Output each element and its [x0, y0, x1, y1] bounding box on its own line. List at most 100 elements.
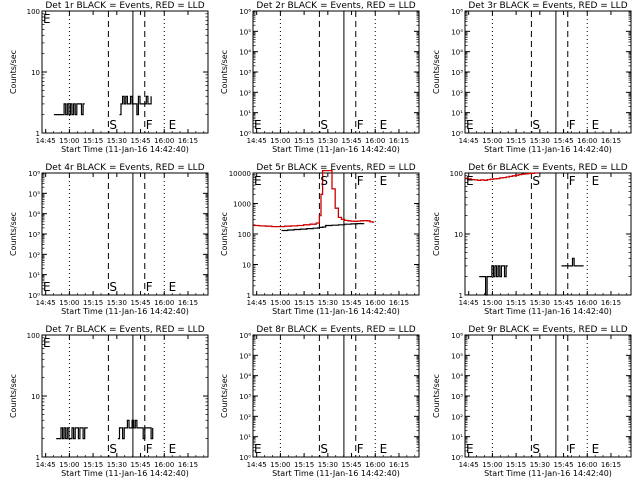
y-tick-label: 10⁴ [239, 49, 251, 57]
y-tick-label: 1000 [233, 201, 251, 209]
event-marker-e: E [592, 174, 600, 188]
x-tick-label: 16:15 [389, 299, 409, 307]
event-marker-f: F [146, 442, 153, 456]
x-tick-label: 14:45 [247, 137, 267, 145]
x-tick-label: 16:00 [154, 461, 174, 469]
x-tick-label: 16:00 [577, 299, 597, 307]
event-marker-s: S [109, 118, 117, 132]
y-axis-label: Counts/sec [432, 50, 441, 94]
event-marker-e: E [43, 336, 51, 350]
x-tick-label: 15:00 [482, 137, 502, 145]
panel-title: Det 5r BLACK = Events, RED = LLD [256, 163, 415, 173]
y-tick-label: 10⁵ [451, 28, 463, 36]
y-tick-label: 1 [36, 454, 40, 462]
x-tick-label: 15:30 [318, 137, 338, 145]
event-marker-e: E [169, 118, 177, 132]
x-tick-label: 14:45 [36, 299, 56, 307]
series-line-1 [56, 427, 88, 440]
series-line-1 [465, 172, 538, 181]
event-marker-f: F [357, 442, 364, 456]
y-tick-label: 10⁵ [451, 352, 463, 360]
x-tick-label: 16:00 [577, 461, 597, 469]
x-tick-label: 16:15 [389, 461, 409, 469]
event-marker-s: S [320, 174, 328, 188]
y-axis-label: Counts/sec [220, 374, 229, 418]
event-marker-e: E [254, 442, 262, 456]
x-tick-label: 16:00 [365, 299, 385, 307]
x-tick-label: 16:00 [154, 137, 174, 145]
panel-title: Det 6r BLACK = Events, RED = LLD [468, 163, 627, 173]
y-axis-label: Counts/sec [220, 50, 229, 94]
y-tick-label: 100 [450, 170, 463, 178]
y-tick-label: 10000 [229, 170, 251, 178]
y-tick-label: 10⁴ [451, 49, 463, 57]
event-marker-s: S [320, 118, 328, 132]
x-tick-label: 16:00 [577, 137, 597, 145]
y-tick-label: 10¹ [451, 110, 463, 118]
series-line-1 [281, 223, 365, 232]
x-tick-label: 15:45 [341, 299, 361, 307]
x-axis-label: Start Time (11-Jan-16 14:42:40) [61, 469, 189, 478]
series-line-2 [479, 265, 508, 296]
panel-title: Det 7r BLACK = Events, RED = LLD [45, 325, 204, 335]
y-tick-label: 10³ [239, 69, 251, 77]
y-tick-label: 10⁶ [451, 332, 463, 340]
x-tick-label: 16:15 [178, 461, 198, 469]
event-marker-f: F [569, 118, 576, 132]
plot-frame [464, 10, 632, 134]
x-tick-label: 15:30 [107, 137, 127, 145]
x-tick-label: 15:00 [270, 461, 290, 469]
x-tick-label: 15:15 [294, 461, 314, 469]
x-tick-label: 14:45 [247, 461, 267, 469]
x-tick-label: 15:30 [318, 461, 338, 469]
panel-title: Det 1r BLACK = Events, RED = LLD [45, 1, 204, 11]
event-marker-e: E [466, 442, 474, 456]
event-marker-e: E [169, 280, 177, 294]
y-tick-label: 10³ [28, 231, 40, 239]
x-tick-label: 15:15 [506, 137, 526, 145]
y-axis-label: Counts/sec [220, 212, 229, 256]
event-marker-e: E [380, 174, 388, 188]
x-tick-label: 14:45 [459, 461, 479, 469]
event-marker-f: F [357, 118, 364, 132]
y-tick-label: 10 [31, 393, 40, 401]
y-tick-label: 10² [239, 413, 251, 421]
y-axis-label: Counts/sec [432, 374, 441, 418]
panel-title: Det 8r BLACK = Events, RED = LLD [256, 325, 415, 335]
y-tick-label: 10⁰ [239, 130, 251, 138]
event-marker-e: E [169, 442, 177, 456]
x-tick-label: 16:15 [178, 137, 198, 145]
event-marker-e: E [592, 118, 600, 132]
event-marker-e: E [43, 280, 51, 294]
x-tick-label: 16:00 [365, 137, 385, 145]
x-tick-label: 15:30 [107, 299, 127, 307]
series-line-2 [119, 95, 152, 116]
y-tick-label: 10¹ [239, 110, 251, 118]
event-marker-f: F [357, 174, 364, 188]
x-axis-label: Start Time (11-Jan-16 14:42:40) [61, 307, 189, 316]
event-marker-s: S [532, 174, 540, 188]
event-marker-e: E [43, 12, 51, 26]
panel-8: Det 8r BLACK = Events, RED = LLD 10⁰ 10¹ 10… [220, 325, 420, 478]
y-tick-label: 10³ [451, 393, 463, 401]
event-marker-s: S [109, 442, 117, 456]
panel-4: Det 4r BLACK = Events, RED = LLD 10⁰ 10¹ 10… [9, 163, 209, 316]
event-marker-e: E [380, 118, 388, 132]
y-tick-label: 1 [459, 292, 463, 300]
x-axis-label: Start Time (11-Jan-16 14:42:40) [272, 307, 400, 316]
event-marker-s: S [532, 442, 540, 456]
panel-1: Det 1r BLACK = Events, RED = LLD 1 10 100 14… [9, 1, 209, 154]
panel-title: Det 2r BLACK = Events, RED = LLD [256, 1, 415, 11]
event-marker-f: F [146, 280, 153, 294]
panel-2: Det 2r BLACK = Events, RED = LLD 10⁰ 10¹ 10… [220, 1, 420, 154]
x-axis-label: Start Time (11-Jan-16 14:42:40) [272, 469, 400, 478]
y-tick-label: 10 [31, 69, 40, 77]
y-tick-label: 10² [239, 89, 251, 97]
x-tick-label: 16:15 [601, 299, 621, 307]
x-tick-label: 15:45 [341, 137, 361, 145]
x-tick-label: 14:45 [459, 299, 479, 307]
x-tick-label: 15:15 [294, 137, 314, 145]
x-tick-label: 14:45 [459, 137, 479, 145]
y-axis-label: Counts/sec [9, 50, 18, 94]
x-tick-label: 16:15 [178, 299, 198, 307]
